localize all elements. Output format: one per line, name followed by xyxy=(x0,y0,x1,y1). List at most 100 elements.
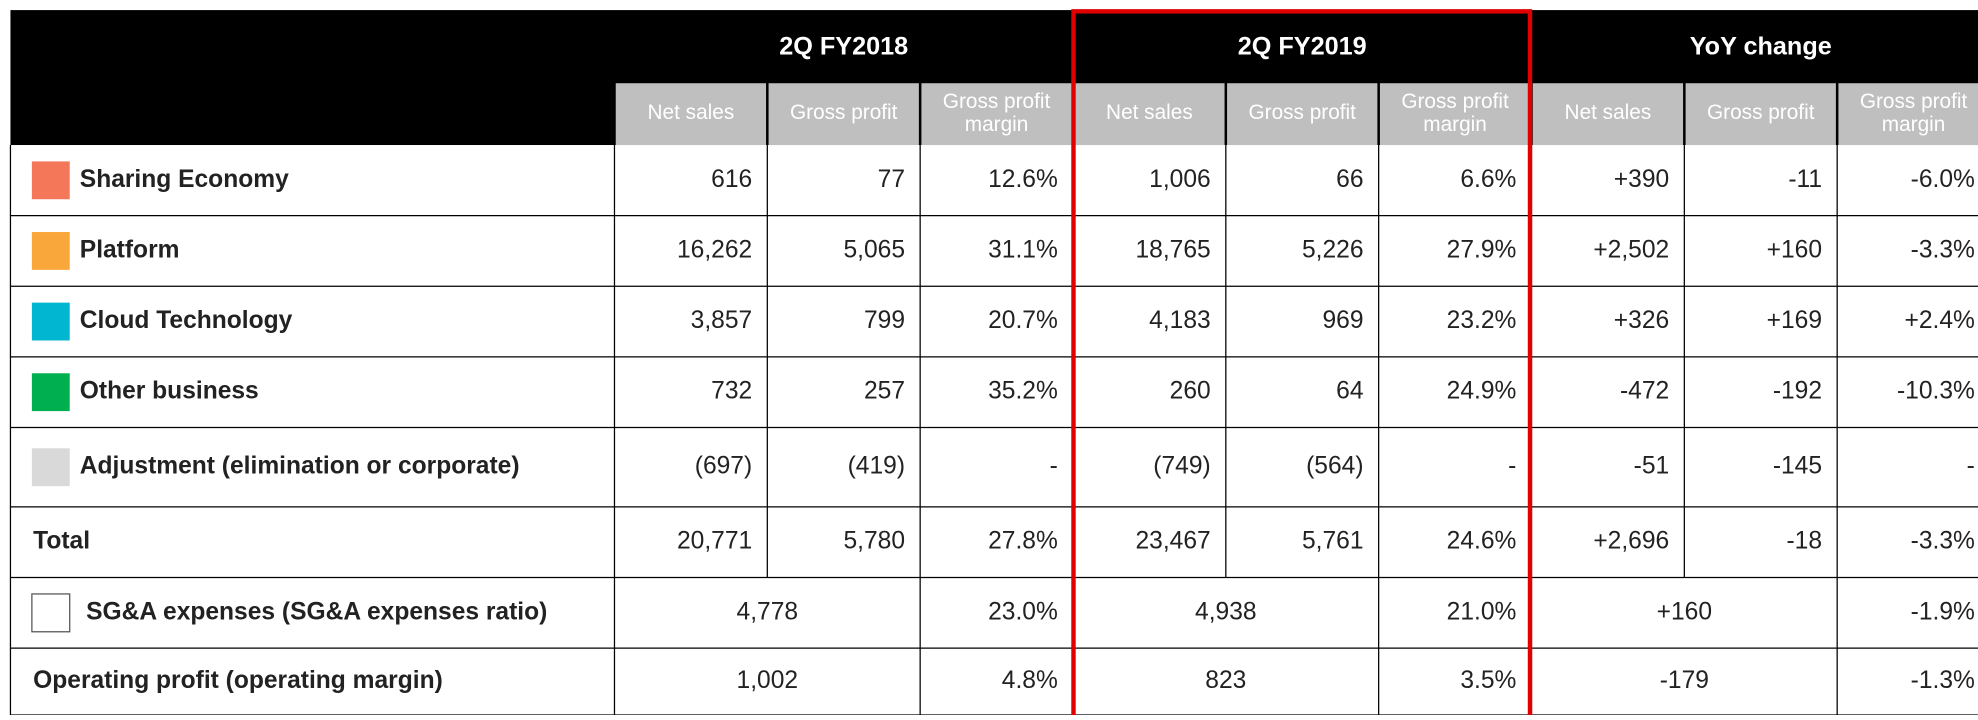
cell: (564) xyxy=(1306,453,1363,480)
cell: 31.1% xyxy=(988,236,1058,263)
cell: -179 xyxy=(1660,667,1709,694)
subheader: Gross profit margin xyxy=(943,90,1051,136)
row-label: SG&A expenses (SG&A expenses ratio) xyxy=(86,598,547,625)
cell: 1,006 xyxy=(1149,166,1211,193)
subheader: Net sales xyxy=(648,101,735,124)
cell: -10.3% xyxy=(1897,378,1975,405)
cell: 5,761 xyxy=(1302,528,1364,555)
cell: 27.9% xyxy=(1447,236,1517,263)
cell: (697) xyxy=(695,453,752,480)
cell: 732 xyxy=(711,378,752,405)
legend-swatch xyxy=(31,373,70,412)
legend-swatch xyxy=(31,593,71,633)
cell: 4.8% xyxy=(1002,667,1058,694)
group-header: YoY change xyxy=(1690,33,1832,61)
highlight-box xyxy=(1071,9,1533,720)
cell: 23.2% xyxy=(1447,307,1517,334)
subheader-cell xyxy=(1074,83,1225,146)
subheader: Gross profit xyxy=(1707,101,1815,124)
cell: 35.2% xyxy=(988,378,1058,405)
legend-swatch xyxy=(31,161,70,200)
subheader-cell xyxy=(921,83,1072,146)
cell: +326 xyxy=(1614,307,1669,334)
row-label: Sharing Economy xyxy=(80,166,289,193)
cell: - xyxy=(1050,453,1058,480)
cell: 5,226 xyxy=(1302,236,1364,263)
cell: +390 xyxy=(1614,166,1669,193)
subheader: Gross profit xyxy=(790,101,898,124)
subheader-cell xyxy=(1379,83,1531,146)
cell: +160 xyxy=(1767,236,1822,263)
cell: 66 xyxy=(1336,166,1363,193)
cell: 16,262 xyxy=(677,236,752,263)
group-header: 2Q FY2019 xyxy=(1238,33,1367,61)
row-label: Cloud Technology xyxy=(80,307,293,334)
cell: -11 xyxy=(1788,166,1822,193)
cell: -472 xyxy=(1620,378,1669,405)
row-label: Other business xyxy=(80,378,259,405)
subheader: Net sales xyxy=(1565,101,1652,124)
cell: 4,938 xyxy=(1195,598,1257,625)
cell: 969 xyxy=(1323,307,1364,334)
cell: 3.5% xyxy=(1460,667,1516,694)
cell: 12.6% xyxy=(988,166,1058,193)
group-header: 2Q FY2018 xyxy=(779,33,908,61)
cell: 1,002 xyxy=(737,667,799,694)
row-label: Adjustment (elimination or corporate) xyxy=(80,453,520,480)
row-label: Total xyxy=(33,528,90,555)
cell: +2,696 xyxy=(1593,528,1669,555)
cell: 6.6% xyxy=(1460,166,1516,193)
cell: 20,771 xyxy=(677,528,752,555)
subheader-cell xyxy=(1838,83,1978,146)
legend-swatch xyxy=(31,232,70,270)
subheader: Gross profit margin xyxy=(1401,90,1509,136)
cell: (749) xyxy=(1153,453,1210,480)
subheader: Gross profit margin xyxy=(1860,90,1968,136)
cell: 260 xyxy=(1170,378,1211,405)
cell: 3,857 xyxy=(691,307,753,334)
row-label: Platform xyxy=(80,236,180,263)
legend-swatch xyxy=(31,448,70,487)
cell: -1.3% xyxy=(1911,667,1975,694)
cell: 18,765 xyxy=(1136,236,1211,263)
cell: 4,778 xyxy=(737,598,799,625)
cell: -145 xyxy=(1773,453,1822,480)
subheader-cell xyxy=(1685,83,1836,146)
cell: 27.8% xyxy=(988,528,1058,555)
cell: 799 xyxy=(864,307,905,334)
subheader-cell xyxy=(615,83,767,146)
cell: 5,065 xyxy=(844,236,906,263)
subheader-cell xyxy=(1227,83,1378,146)
cell: 21.0% xyxy=(1447,598,1517,625)
cell: - xyxy=(1967,453,1975,480)
cell: 4,183 xyxy=(1149,307,1211,334)
subheader-cell xyxy=(1532,83,1684,146)
cell: 823 xyxy=(1205,667,1246,694)
cell: -1.9% xyxy=(1911,598,1975,625)
cell: (419) xyxy=(848,453,905,480)
legend-swatch xyxy=(31,302,70,341)
cell: - xyxy=(1508,453,1516,480)
subheader: Net sales xyxy=(1106,101,1193,124)
cell: 23.0% xyxy=(988,598,1058,625)
cell: 77 xyxy=(878,166,905,193)
row-label: Operating profit (operating margin) xyxy=(33,667,443,694)
subheader-cell xyxy=(768,83,919,146)
cell: 20.7% xyxy=(988,307,1058,334)
cell: 5,780 xyxy=(844,528,906,555)
cell: +2.4% xyxy=(1904,307,1974,334)
cell: -51 xyxy=(1634,453,1670,480)
cell: 24.9% xyxy=(1447,378,1517,405)
cell: 24.6% xyxy=(1447,528,1517,555)
cell: -18 xyxy=(1787,528,1823,555)
cell: -3.3% xyxy=(1911,236,1975,263)
cell: -192 xyxy=(1773,378,1822,405)
cell: 23,467 xyxy=(1136,528,1211,555)
cell: 616 xyxy=(711,166,752,193)
cell: -3.3% xyxy=(1911,528,1975,555)
cell: -6.0% xyxy=(1911,166,1975,193)
subheader: Gross profit xyxy=(1248,101,1356,124)
cell: 257 xyxy=(864,378,905,405)
cell: +169 xyxy=(1767,307,1822,334)
